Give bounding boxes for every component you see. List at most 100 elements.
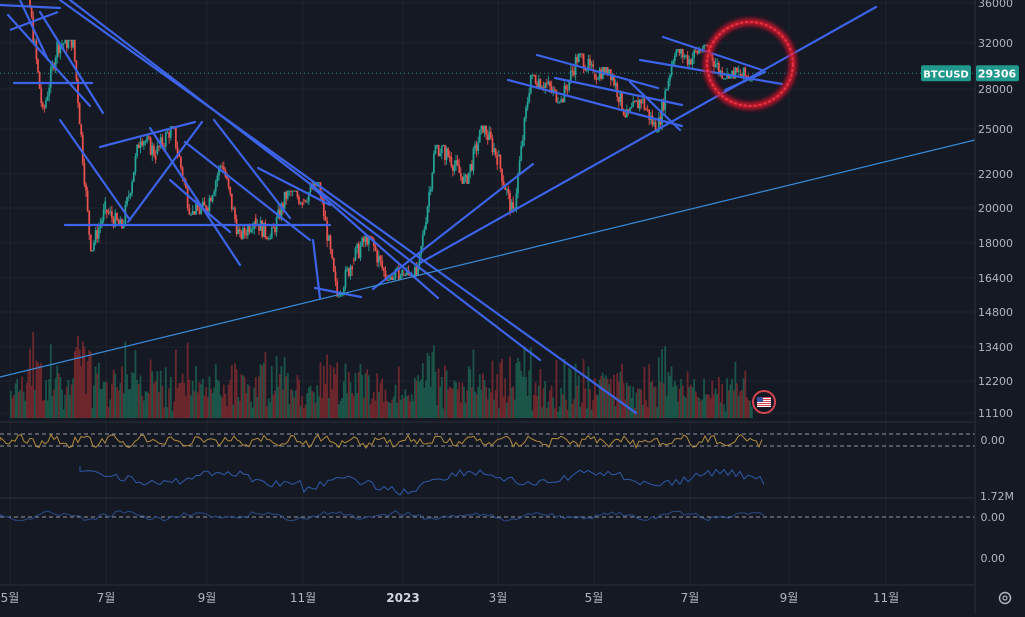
candle-body [185,181,187,189]
trend-line[interactable] [661,35,764,72]
candle-body [221,166,224,168]
trend-line[interactable] [98,120,197,149]
volume-bar [374,400,377,418]
candle-body [436,144,438,146]
trend-line[interactable] [58,0,638,415]
trend-line[interactable] [68,0,542,362]
volume-bar [376,373,379,418]
candle-body [230,193,233,210]
trend-line[interactable] [371,162,535,291]
trend-line[interactable] [553,76,684,107]
candle-body [744,67,747,76]
volume-bar [453,380,456,418]
long-trend-line[interactable] [0,139,975,378]
pane-tick-label: 1.72M [980,490,1014,503]
volume-bar [699,400,702,418]
volume-bar [89,351,92,418]
volume-bar [80,366,83,418]
volume-bar [178,383,181,418]
volume-bar [101,389,103,418]
trend-line[interactable] [38,10,105,115]
candle-body [749,80,752,82]
candle-body [29,0,31,8]
volume-bar [314,402,317,418]
volume-bar [727,390,730,418]
volume-bar [513,399,516,418]
volume-bar [21,376,23,418]
candle-body [632,101,635,107]
volume-bar [35,360,38,418]
volume-bar [299,405,302,418]
trend-line[interactable] [58,118,132,222]
volume-bar [141,395,144,418]
trend-line[interactable] [9,10,59,32]
trend-line[interactable] [418,5,878,265]
volume-bar [566,409,569,418]
volume-bar [677,401,679,418]
trend-line[interactable] [126,120,204,224]
trend-line[interactable] [256,166,332,207]
candle-body [54,57,57,69]
volume-bar [214,364,217,418]
volume-bar [656,407,659,418]
candle-body [746,75,748,78]
candle-body [678,48,681,54]
trend-line[interactable] [19,0,49,61]
trend-line[interactable] [535,53,660,90]
volume-bar [149,359,152,418]
trend-line[interactable] [309,184,440,300]
trend-line[interactable] [6,13,92,108]
volume-bar [750,406,753,418]
candle-body [254,218,257,225]
candle-body [203,201,206,206]
candle-body [72,39,75,48]
trend-line[interactable] [723,70,767,92]
candle-body [571,70,574,72]
volume-bar [463,386,465,418]
candle-body [62,43,65,45]
trend-line[interactable] [311,238,322,300]
volume-bar [278,373,281,418]
trend-line[interactable] [506,78,684,128]
trend-line[interactable] [212,118,292,220]
trend-line[interactable] [148,126,242,267]
gear-icon[interactable] [998,591,1012,605]
trend-line[interactable] [0,3,62,10]
candle-body [227,178,230,187]
volume-bar [423,387,426,418]
candle-body [444,144,446,160]
candle-body [409,274,412,276]
volume-bar [421,363,424,418]
candle-body [73,39,76,61]
candle-body [518,160,521,174]
volume-bar [593,378,596,418]
volume-bar [477,386,480,418]
volume-bar [13,395,15,418]
volume-bar [216,379,219,418]
candle-body [237,229,240,234]
trend-line[interactable] [183,140,312,242]
candle-body [144,141,147,143]
volume-bar [608,384,611,418]
candle-body [91,250,94,252]
volume-bar [93,385,95,418]
candle-body [415,266,418,276]
flag-stripe [757,401,771,402]
price-tick-label: 32000 [978,37,1013,50]
candle-body [306,201,309,203]
volume-bar [717,377,720,418]
trend-line[interactable] [168,178,232,234]
candle-body [521,140,524,146]
trend-line[interactable] [313,286,363,299]
volume-bar [469,369,472,418]
trend-line[interactable] [628,80,682,132]
candle-body [576,57,579,63]
volume-bar [258,376,260,418]
volume-bar [520,371,523,418]
candle-body [605,66,607,74]
candle-body [298,196,300,204]
volume-bar [734,361,737,418]
volume-bar [180,382,182,418]
